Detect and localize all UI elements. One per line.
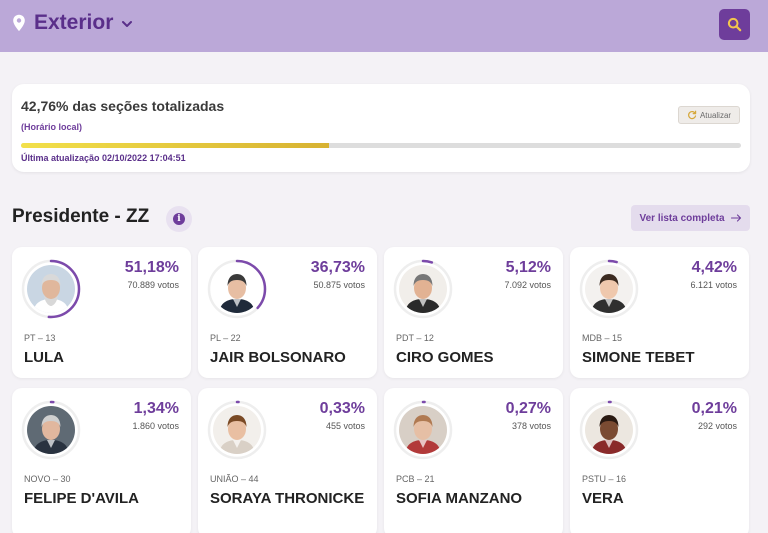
candidate-name: SIMONE TEBET xyxy=(582,349,695,366)
candidate-photo xyxy=(585,406,633,454)
vote-percentage: 51,18% xyxy=(124,259,179,276)
vote-share-ring xyxy=(393,259,453,319)
section-title: Presidente - ZZ xyxy=(12,206,150,227)
candidate-card[interactable]: 0,33% 455 votos UNIÃO – 44 SORAYA THRONI… xyxy=(198,388,377,533)
vote-count: 1.860 votos xyxy=(132,421,179,431)
vote-percentage: 4,42% xyxy=(691,259,737,276)
info-icon[interactable]: i xyxy=(166,206,192,232)
candidate-card[interactable]: 5,12% 7.092 votos PDT – 12 CIRO GOMES xyxy=(384,247,563,378)
vote-count: 7.092 votos xyxy=(504,280,551,290)
search-button[interactable] xyxy=(719,9,750,40)
party-number: NOVO – 30 xyxy=(24,474,71,484)
candidate-avatar xyxy=(579,400,639,460)
candidate-card[interactable]: 1,34% 1.860 votos NOVO – 30 FELIPE D'AVI… xyxy=(12,388,191,533)
candidate-photo xyxy=(27,265,75,313)
candidate-photo xyxy=(399,406,447,454)
candidate-avatar xyxy=(21,400,81,460)
candidate-avatar xyxy=(207,259,267,319)
candidate-photo xyxy=(27,406,75,454)
last-update-text: Última atualização 02/10/2022 17:04:51 xyxy=(21,153,186,163)
party-number: PL – 22 xyxy=(210,333,241,343)
refresh-button[interactable]: Atualizar xyxy=(678,106,740,124)
candidate-card[interactable]: 0,21% 292 votos PSTU – 16 VERA xyxy=(570,388,749,533)
candidate-photo xyxy=(213,406,261,454)
candidate-name: VERA xyxy=(582,490,624,507)
refresh-label: Atualizar xyxy=(699,110,732,120)
chevron-down-icon xyxy=(122,21,133,27)
location-title: Exterior xyxy=(34,11,114,34)
search-icon xyxy=(727,17,742,32)
candidate-card[interactable]: 0,27% 378 votos PCB – 21 SOFIA MANZANO xyxy=(384,388,563,533)
candidate-avatar xyxy=(207,400,267,460)
refresh-icon xyxy=(687,110,697,120)
candidate-photo xyxy=(585,265,633,313)
vote-share-ring xyxy=(579,400,639,460)
vote-count: 455 votos xyxy=(325,421,365,431)
progress-fill xyxy=(21,143,329,148)
vote-count: 292 votos xyxy=(697,421,737,431)
candidate-avatar xyxy=(393,400,453,460)
progress-bar xyxy=(21,143,741,148)
vote-share-ring xyxy=(21,259,81,319)
vote-count: 70.889 votos xyxy=(127,280,179,290)
vote-share-ring xyxy=(393,400,453,460)
vote-share-ring xyxy=(579,259,639,319)
candidate-card[interactable]: 4,42% 6.121 votos MDB – 15 SIMONE TEBET xyxy=(570,247,749,378)
candidate-card[interactable]: 36,73% 50.875 votos PL – 22 JAIR BOLSONA… xyxy=(198,247,377,378)
vote-percentage: 36,73% xyxy=(310,259,365,276)
party-number: PCB – 21 xyxy=(396,474,435,484)
party-number: UNIÃO – 44 xyxy=(210,474,259,484)
vote-count: 50.875 votos xyxy=(313,280,365,290)
candidate-name: JAIR BOLSONARO xyxy=(210,349,346,366)
location-pin-icon xyxy=(13,14,25,32)
candidate-photo xyxy=(399,265,447,313)
location-selector[interactable]: Exterior xyxy=(12,11,133,35)
totalization-title: 42,76% das seções totalizadas xyxy=(21,98,225,114)
vote-share-ring xyxy=(207,400,267,460)
vote-share-ring xyxy=(21,400,81,460)
full-list-button[interactable]: Ver lista completa xyxy=(631,205,750,231)
local-time-note: (Horário local) xyxy=(21,122,83,132)
candidate-name: FELIPE D'AVILA xyxy=(24,490,139,507)
vote-share-ring xyxy=(207,259,267,319)
vote-percentage: 0,21% xyxy=(691,400,737,417)
totalization-status-card: 42,76% das seções totalizadas (Horário l… xyxy=(12,84,750,172)
party-number: PDT – 12 xyxy=(396,333,434,343)
top-bar: Exterior xyxy=(0,0,768,52)
candidate-name: LULA xyxy=(24,349,64,366)
vote-percentage: 0,27% xyxy=(505,400,551,417)
party-number: PSTU – 16 xyxy=(582,474,627,484)
party-number: MDB – 15 xyxy=(582,333,623,343)
candidate-name: SOFIA MANZANO xyxy=(396,490,523,507)
vote-percentage: 5,12% xyxy=(505,259,551,276)
candidate-avatar xyxy=(393,259,453,319)
candidate-name: SORAYA THRONICKE xyxy=(210,490,365,507)
candidate-avatar xyxy=(21,259,81,319)
candidate-photo xyxy=(213,265,261,313)
vote-percentage: 0,33% xyxy=(319,400,365,417)
vote-percentage: 1,34% xyxy=(133,400,179,417)
candidate-avatar xyxy=(579,259,639,319)
party-number: PT – 13 xyxy=(24,333,56,343)
arrow-right-icon xyxy=(730,214,741,222)
vote-count: 378 votos xyxy=(511,421,551,431)
candidate-name: CIRO GOMES xyxy=(396,349,494,366)
vote-count: 6.121 votos xyxy=(690,280,737,290)
candidate-card[interactable]: 51,18% 70.889 votos PT – 13 LULA xyxy=(12,247,191,378)
full-list-label: Ver lista completa xyxy=(639,212,725,224)
